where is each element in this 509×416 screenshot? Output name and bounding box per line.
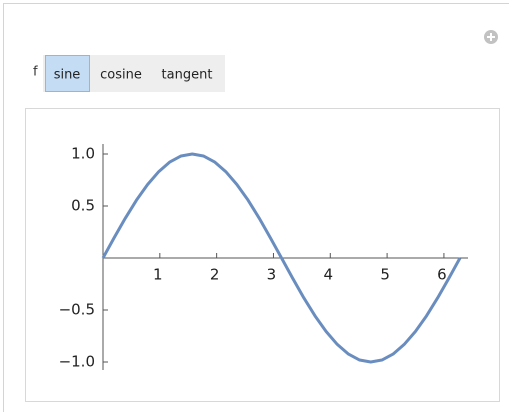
- button-label[interactable]: tangent: [162, 68, 213, 83]
- x-tick-label: 2: [210, 266, 220, 284]
- plot-frame: [26, 109, 500, 402]
- y-tick-label: 0.5: [71, 197, 95, 215]
- x-tick-label: 3: [267, 266, 277, 284]
- x-tick-label: 5: [380, 266, 390, 284]
- y-tick-label: −1.0: [59, 353, 95, 371]
- button-label[interactable]: sine: [54, 68, 81, 83]
- y-tick-label: 1.0: [71, 145, 95, 163]
- x-tick-label: 1: [153, 266, 163, 284]
- control-label: f: [33, 65, 38, 80]
- add-button[interactable]: [484, 30, 498, 44]
- x-tick-label: 6: [437, 266, 447, 284]
- y-tick-label: −0.5: [59, 301, 95, 319]
- button-label[interactable]: cosine: [100, 68, 142, 83]
- x-tick-label: 4: [324, 266, 334, 284]
- toggle-button[interactable]: sine: [46, 56, 90, 92]
